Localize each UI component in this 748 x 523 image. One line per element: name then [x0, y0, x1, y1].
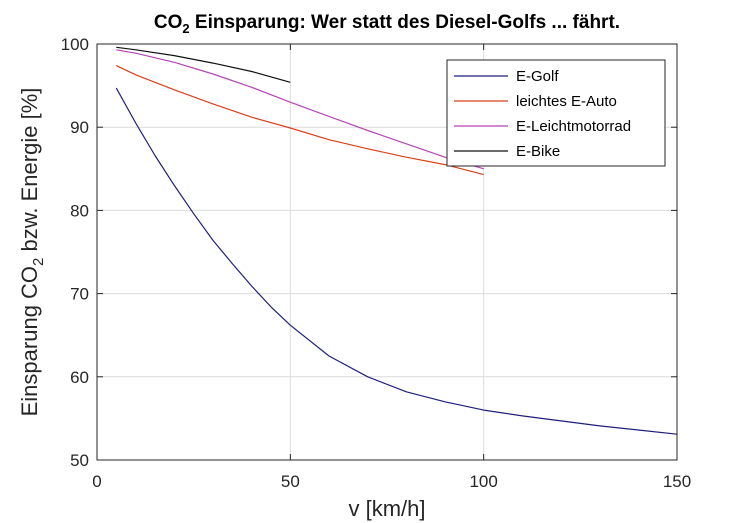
y-tick-label: 90	[70, 118, 89, 137]
series-line-e-bike	[116, 46, 291, 83]
plot-frame	[96, 43, 678, 461]
title-subscript: 2	[182, 21, 189, 36]
series-layer	[115, 46, 678, 435]
legend: E-Golf leichtes E-Auto E-Leichtmotorrad E-B…	[446, 59, 666, 167]
ylabel-subscript: 2	[30, 258, 47, 266]
legend-label: E-Golf	[516, 68, 559, 85]
series-line-e-leichtmotorrad	[116, 49, 484, 170]
series-line-e-golf	[115, 87, 678, 435]
legend-label: leichtes E-Auto	[516, 93, 617, 110]
y-axis-label: Einsparung CO2 bzw. Energie [%]	[17, 88, 47, 417]
series-line-leichtes-e-auto	[116, 65, 484, 176]
x-tick-label: 100	[469, 472, 497, 491]
ylabel-suffix: bzw. Energie [%]	[17, 88, 42, 258]
title-prefix: CO	[154, 12, 183, 33]
ylabel-prefix: Einsparung CO	[17, 266, 42, 416]
y-tick-label: 70	[70, 285, 89, 304]
x-axis-label: v [km/h]	[348, 496, 425, 521]
legend-box	[446, 59, 666, 167]
legend-label: E-Leichtmotorrad	[516, 118, 631, 135]
y-tick-label: 80	[70, 201, 89, 220]
chart-title: CO2 Einsparung: Wer statt des Diesel-Gol…	[154, 12, 620, 36]
y-tick-label: 100	[61, 35, 89, 54]
legend-label: E-Bike	[516, 143, 560, 160]
y-tick-label: 60	[70, 368, 89, 387]
y-tick-label: 50	[70, 451, 89, 470]
title-suffix: Einsparung: Wer statt des Diesel-Golfs .…	[190, 12, 620, 33]
x-tick-label: 0	[92, 472, 101, 491]
x-tick-label: 150	[663, 472, 691, 491]
x-tick-label: 50	[281, 472, 300, 491]
